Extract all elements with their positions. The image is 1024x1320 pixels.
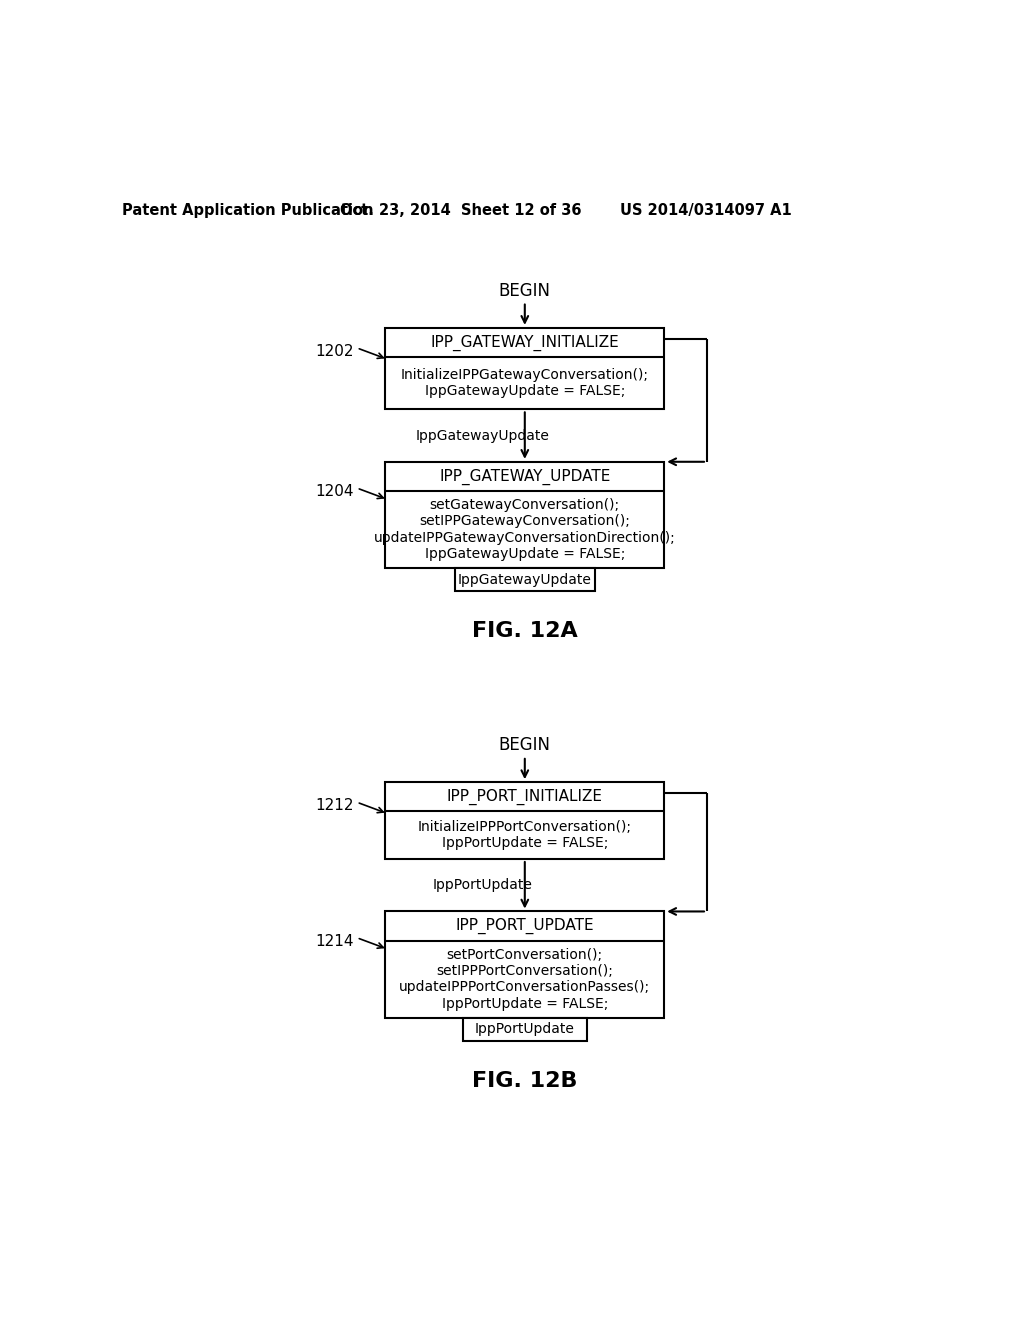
Text: FIG. 12B: FIG. 12B: [472, 1071, 578, 1090]
Text: 1204: 1204: [315, 484, 354, 499]
Text: InitializeIPPGatewayConversation();
IppGatewayUpdate = FALSE;: InitializeIPPGatewayConversation(); IppG…: [400, 368, 649, 399]
Text: IPP_GATEWAY_UPDATE: IPP_GATEWAY_UPDATE: [439, 469, 610, 484]
Text: IppGatewayUpdate: IppGatewayUpdate: [458, 573, 592, 586]
Text: InitializeIPPPortConversation();
IppPortUpdate = FALSE;: InitializeIPPPortConversation(); IppPort…: [418, 820, 632, 850]
Bar: [385, 462, 665, 568]
Text: IPP_PORT_UPDATE: IPP_PORT_UPDATE: [456, 917, 594, 935]
Bar: [385, 327, 665, 409]
Text: 1212: 1212: [315, 799, 354, 813]
Bar: [463, 1018, 587, 1040]
Text: IPP_GATEWAY_INITIALIZE: IPP_GATEWAY_INITIALIZE: [430, 334, 620, 351]
Bar: [385, 781, 665, 859]
Text: setGatewayConversation();
setIPPGatewayConversation();
updateIPPGatewayConversat: setGatewayConversation(); setIPPGatewayC…: [374, 498, 676, 561]
Text: Patent Application Publication: Patent Application Publication: [123, 203, 374, 218]
Text: FIG. 12A: FIG. 12A: [472, 622, 578, 642]
Text: setPortConversation();
setIPPPortConversation();
updateIPPPortConversationPasses: setPortConversation(); setIPPPortConvers…: [399, 948, 650, 1011]
Text: Oct. 23, 2014  Sheet 12 of 36: Oct. 23, 2014 Sheet 12 of 36: [341, 203, 582, 218]
Text: BEGIN: BEGIN: [499, 737, 551, 754]
Text: 1202: 1202: [315, 345, 354, 359]
Text: 1214: 1214: [315, 935, 354, 949]
Bar: [455, 568, 595, 591]
Text: IppPortUpdate: IppPortUpdate: [475, 1022, 574, 1036]
Text: IppPortUpdate: IppPortUpdate: [432, 878, 532, 892]
Text: IppGatewayUpdate: IppGatewayUpdate: [416, 429, 549, 442]
Text: IPP_PORT_INITIALIZE: IPP_PORT_INITIALIZE: [446, 788, 603, 805]
Bar: [385, 911, 665, 1018]
Text: BEGIN: BEGIN: [499, 282, 551, 300]
Text: US 2014/0314097 A1: US 2014/0314097 A1: [620, 203, 792, 218]
